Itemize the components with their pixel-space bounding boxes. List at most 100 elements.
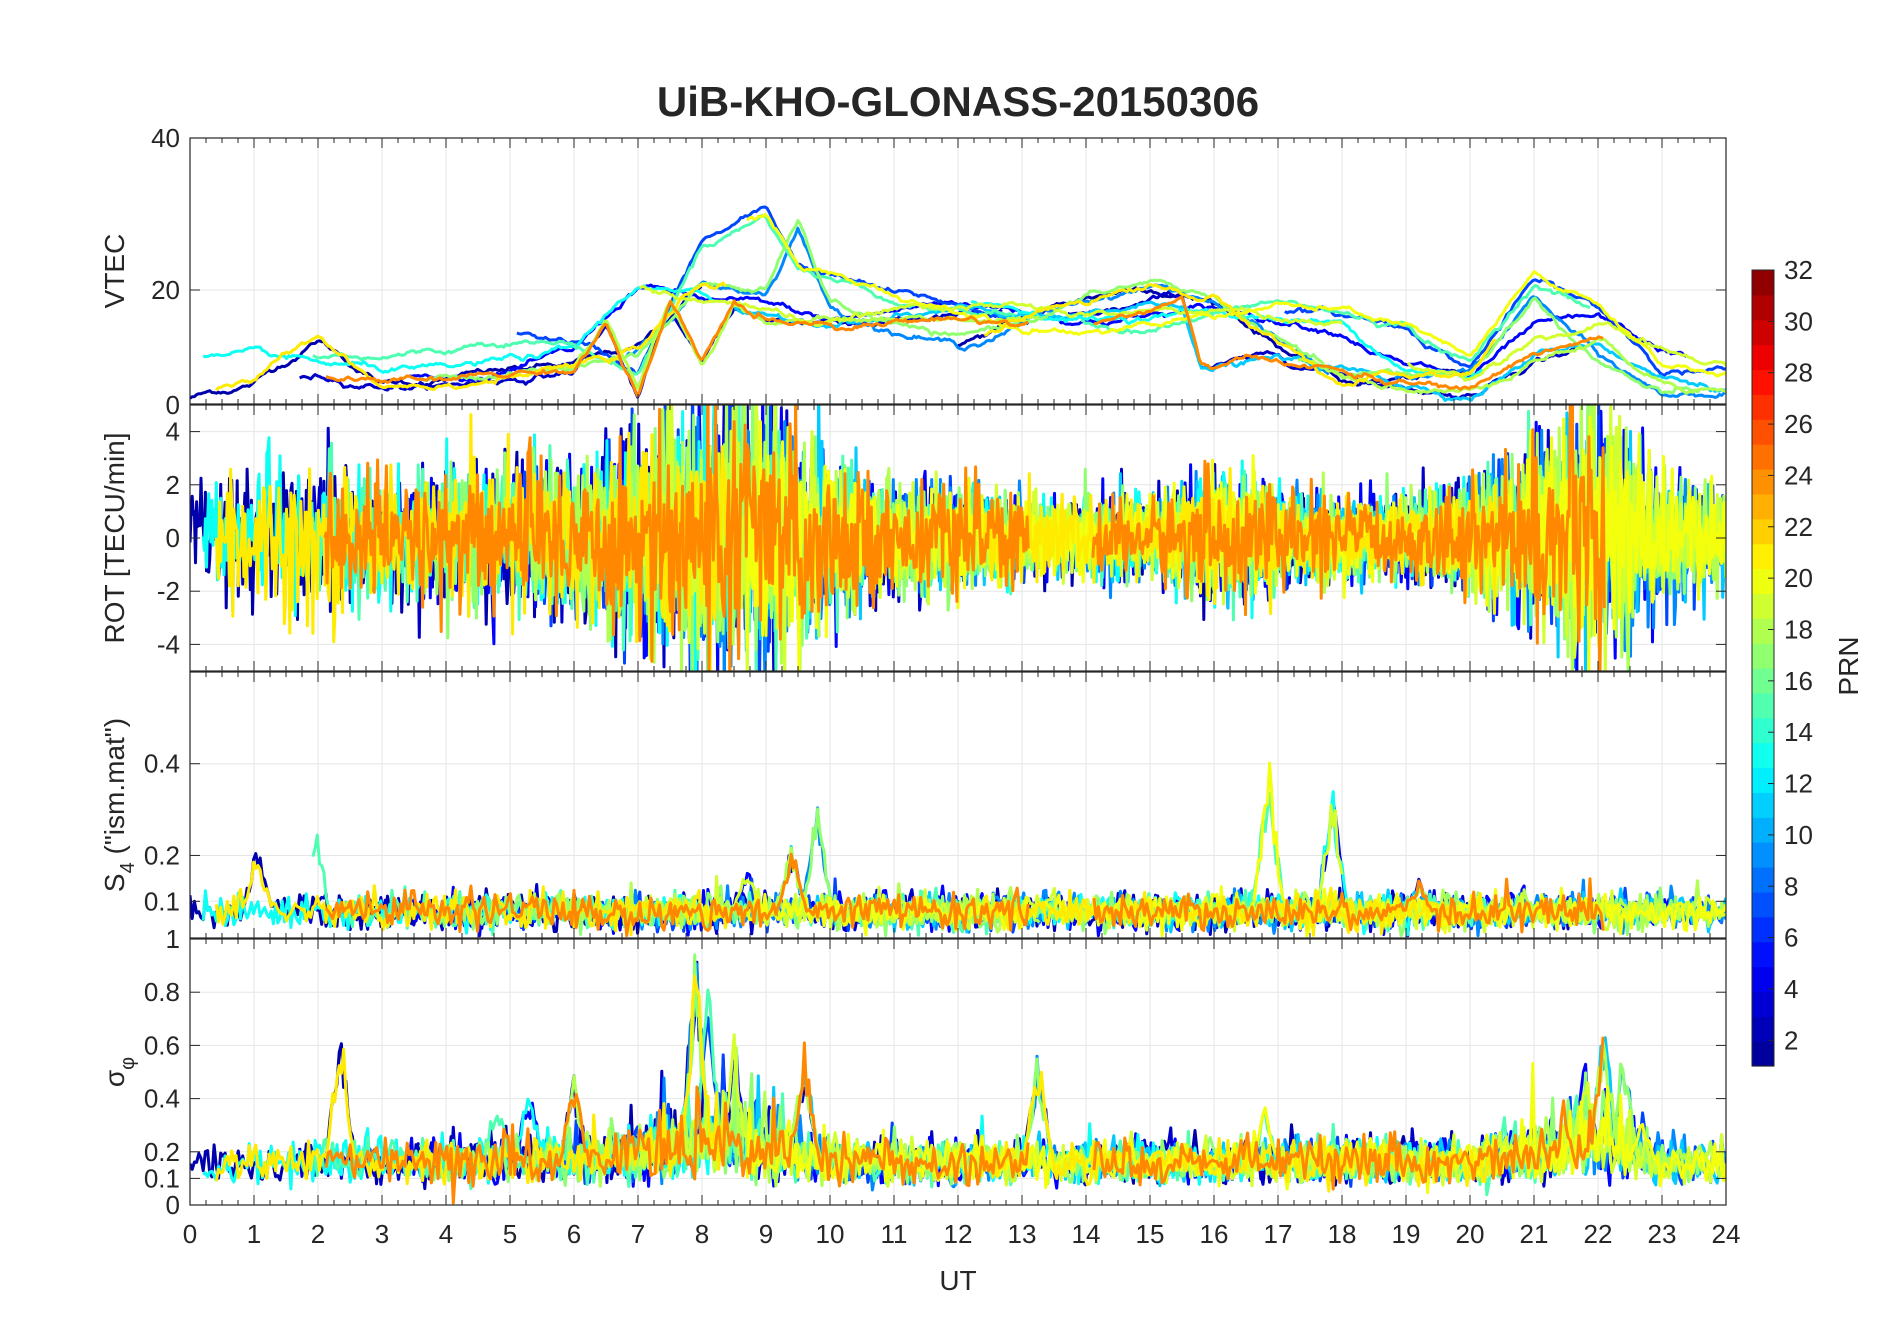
y-tick-label: 0 — [166, 523, 180, 553]
x-tick-label: 17 — [1264, 1219, 1293, 1249]
y-tick-label: 0.2 — [144, 840, 180, 870]
colorbar-segment — [1752, 767, 1774, 793]
series-line-vtec-prn13 — [202, 284, 715, 374]
x-tick-label: 10 — [816, 1219, 845, 1249]
colorbar-segment — [1752, 419, 1774, 445]
colorbar-segment — [1752, 618, 1774, 644]
y-axis-label-main: S — [99, 873, 130, 892]
x-tick-label: 5 — [503, 1219, 517, 1249]
colorbar-frame — [1751, 269, 1775, 1067]
colorbar-tick-label: 20 — [1784, 563, 1813, 593]
x-tick-label: 14 — [1072, 1219, 1101, 1249]
y-tick-label: 40 — [151, 123, 180, 153]
series-line-s4-prn24 — [324, 852, 1030, 938]
x-tick-label: 3 — [375, 1219, 389, 1249]
y-axis-label-sub: φ — [117, 1057, 139, 1070]
x-tick-label: 16 — [1200, 1219, 1229, 1249]
y-tick-label: 0.6 — [144, 1030, 180, 1060]
x-tick-label: 8 — [695, 1219, 709, 1249]
y-tick-label: 2 — [166, 470, 180, 500]
colorbar-segment — [1752, 444, 1774, 470]
colorbar-segment — [1752, 817, 1774, 843]
colorbar-segment — [1752, 966, 1774, 992]
colorbar-segment — [1752, 643, 1774, 669]
colorbar-segment — [1752, 941, 1774, 968]
colorbar-segment — [1752, 792, 1774, 818]
series-line-vtec-prn18 — [1297, 336, 1726, 395]
series-group-s4 — [190, 761, 1726, 938]
x-tick-label: 21 — [1520, 1219, 1549, 1249]
colorbar-tick-label: 28 — [1784, 358, 1813, 388]
series-line-vtec-prn24 — [1093, 295, 1604, 391]
colorbar-segment — [1752, 742, 1774, 769]
y-tick-label: 0 — [166, 1190, 180, 1220]
series-line-sigma_phi-prn24 — [324, 1041, 1030, 1205]
y-axis-label-rot: ROT [TECU/min] — [99, 432, 130, 643]
y-tick-label: 0.8 — [144, 977, 180, 1007]
colorbar-tick-label: 26 — [1784, 409, 1813, 439]
x-axis: 0 1 2 3 4 5 6 7 8 9 10 11 12 13 14 15 16 17 18 19 20 21 22 23 24 — [183, 1219, 1741, 1249]
y-axis-label-vtec: VTEC — [99, 234, 130, 309]
series-line-s4-prn21 — [982, 886, 1498, 937]
y-axis-label-s4: S4 ("ism.mat") — [99, 718, 139, 892]
y-tick-label: 4 — [166, 417, 180, 447]
x-tick-label: 18 — [1328, 1219, 1357, 1249]
x-tick-label: 7 — [631, 1219, 645, 1249]
series-line-rot-prn24 — [323, 405, 1030, 671]
x-tick-label: 23 — [1648, 1219, 1677, 1249]
y-tick-label: 0.2 — [144, 1137, 180, 1167]
x-tick-label: 0 — [183, 1219, 197, 1249]
x-tick-label: 22 — [1584, 1219, 1613, 1249]
colorbar-tick-label: 22 — [1784, 512, 1813, 542]
y-tick-label: -2 — [157, 576, 180, 606]
colorbar-segment — [1752, 568, 1774, 594]
colorbar-segment — [1752, 270, 1774, 296]
series-group-sigma_phi — [190, 953, 1726, 1205]
colorbar-tick-label: 30 — [1784, 306, 1813, 336]
colorbar-tick-label: 12 — [1784, 769, 1813, 799]
series-line-sigma_phi-prn24 — [1092, 1036, 1605, 1191]
colorbar-segment — [1752, 1016, 1774, 1042]
y-axis-label-rest: ("ism.mat") — [99, 718, 130, 862]
y-tick-label: 20 — [151, 275, 180, 305]
panel-vtec: 20 40 VTEC — [99, 123, 1727, 405]
y-tick-label: -4 — [157, 629, 180, 659]
colorbar-tick-label: 4 — [1784, 974, 1798, 1004]
x-tick-label: 19 — [1392, 1219, 1421, 1249]
panel-sigma_phi: 00.10.2 0.4 0.6 0.8 1 σφ — [99, 924, 1727, 1220]
y-tick-label-top: 1 — [166, 924, 180, 954]
x-tick-label: 12 — [944, 1219, 973, 1249]
colorbar-segment — [1752, 593, 1774, 619]
colorbar-tick-label: 18 — [1784, 614, 1813, 644]
colorbar-segment — [1752, 692, 1774, 719]
colorbar-segment — [1752, 891, 1774, 918]
colorbar-segment — [1752, 916, 1774, 943]
series-line-rot-prn21 — [214, 413, 728, 671]
colorbar-tick-label: 14 — [1784, 717, 1813, 747]
series-line-vtec-prn17 — [419, 219, 1701, 395]
y-axis-label-sigma_phi: σφ — [99, 1057, 139, 1087]
colorbar-segment — [1752, 394, 1774, 420]
x-tick-label: 9 — [759, 1219, 773, 1249]
y-tick-label: 0.1 — [144, 886, 180, 916]
y-axis-label-sub: 4 — [117, 862, 139, 873]
colorbar-segment — [1752, 369, 1774, 395]
x-tick-label: 15 — [1136, 1219, 1165, 1249]
x-tick-label: 13 — [1008, 1219, 1037, 1249]
colorbar-tick-label: 16 — [1784, 666, 1813, 696]
series-line-rot-prn24 — [1091, 405, 1606, 671]
y-tick-label: 0.1 — [144, 1163, 180, 1193]
colorbar-segment — [1752, 717, 1774, 744]
colorbar-segment — [1752, 294, 1774, 321]
colorbar-segment — [1752, 344, 1774, 371]
colorbar-segment — [1752, 991, 1774, 1017]
colorbar-tick-label: 2 — [1784, 1025, 1798, 1055]
colorbar-segment — [1752, 518, 1774, 545]
x-tick-label: 6 — [567, 1219, 581, 1249]
y-axis-label-main: σ — [99, 1070, 130, 1087]
colorbar-segment — [1752, 668, 1774, 694]
colorbar-segment — [1752, 867, 1774, 893]
